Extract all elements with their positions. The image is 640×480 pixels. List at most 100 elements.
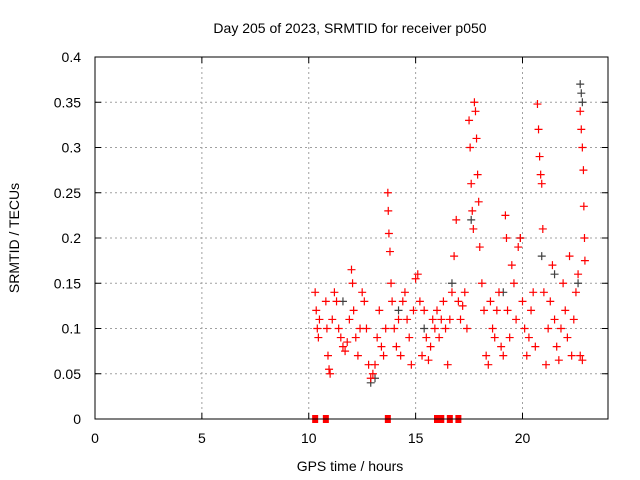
data-point — [460, 288, 469, 297]
data-point — [505, 333, 514, 342]
data-point — [563, 333, 572, 342]
data-point — [580, 234, 589, 242]
data-point — [313, 324, 322, 333]
data-point — [494, 288, 503, 297]
data-point — [467, 215, 476, 224]
data-points — [311, 80, 589, 423]
data-point — [473, 170, 482, 179]
y-axis-label: SRMTID / TECUs — [6, 183, 22, 293]
data-point — [323, 351, 332, 360]
data-point — [338, 342, 347, 351]
data-point — [539, 288, 548, 297]
data-point — [409, 306, 418, 315]
data-point — [454, 297, 463, 306]
data-point — [578, 143, 587, 152]
y-tick-label: 0.35 — [54, 94, 81, 110]
data-point — [447, 279, 456, 288]
data-point — [384, 229, 393, 238]
data-point — [466, 143, 475, 152]
data-point — [507, 261, 516, 270]
data-point — [385, 247, 394, 256]
data-point — [390, 324, 399, 333]
data-point — [576, 80, 585, 89]
data-point — [571, 288, 580, 297]
data-point — [405, 333, 414, 342]
data-point — [443, 360, 452, 369]
data-point — [441, 324, 450, 333]
data-point — [536, 170, 545, 179]
data-point — [516, 234, 525, 242]
data-point — [384, 206, 393, 215]
data-point — [387, 279, 396, 288]
data-point — [527, 306, 536, 315]
data-point — [579, 166, 588, 175]
data-point — [499, 351, 508, 360]
x-tick-label: 5 — [198, 430, 206, 446]
data-point — [484, 360, 493, 369]
data-point — [509, 279, 518, 288]
data-point — [456, 315, 465, 324]
data-point — [522, 351, 531, 360]
y-tick-label: 0 — [73, 411, 81, 427]
data-point — [428, 315, 437, 324]
y-tick-label: 0.1 — [62, 321, 82, 337]
data-point — [330, 288, 339, 297]
data-point — [472, 134, 481, 143]
data-point — [501, 211, 510, 220]
data-point — [576, 107, 585, 116]
data-point — [488, 324, 497, 333]
data-point — [546, 297, 555, 306]
axis-ticks: 0 5 10 15 20 0 0.05 0.1 0.15 0.2 0.25 0.3 0.35 0.4 — [54, 49, 608, 446]
data-point — [362, 324, 371, 333]
data-point — [415, 297, 424, 306]
data-point — [550, 315, 559, 324]
data-point — [548, 261, 557, 270]
data-point — [450, 252, 459, 261]
data-point — [503, 306, 512, 315]
data-point — [437, 315, 446, 324]
data-point — [468, 206, 477, 215]
data-point — [345, 315, 354, 324]
data-point — [559, 279, 568, 288]
data-point — [531, 342, 540, 351]
data-point — [470, 98, 479, 107]
x-axis-label: GPS time / hours — [297, 458, 404, 474]
data-point — [366, 374, 375, 383]
data-point — [360, 297, 369, 306]
data-point — [373, 333, 382, 342]
data-point — [424, 356, 433, 365]
data-point — [579, 202, 588, 211]
data-point — [351, 333, 360, 342]
data-point — [577, 89, 586, 98]
data-point — [312, 306, 321, 315]
data-point — [565, 252, 574, 261]
data-point — [353, 351, 362, 360]
data-point — [394, 315, 403, 324]
data-point — [392, 342, 401, 351]
data-point — [502, 234, 511, 242]
chart-title: Day 205 of 2023, SRMTID for receiver p05… — [213, 20, 486, 36]
data-point — [343, 338, 352, 347]
data-point — [576, 351, 585, 360]
data-point — [420, 306, 429, 315]
data-point — [542, 360, 551, 369]
data-point — [574, 279, 583, 288]
data-point — [439, 297, 448, 306]
data-point — [348, 279, 357, 288]
data-point — [325, 365, 334, 374]
data-point — [377, 342, 386, 351]
data-point — [328, 315, 337, 324]
data-point — [347, 265, 356, 274]
data-point — [529, 288, 538, 297]
data-point — [534, 125, 543, 134]
data-point — [518, 297, 527, 306]
y-tick-label: 0.25 — [54, 185, 81, 201]
data-point — [512, 315, 521, 324]
grid — [95, 57, 608, 419]
data-point — [467, 179, 476, 188]
data-point — [556, 324, 565, 333]
x-tick-label: 10 — [301, 430, 317, 446]
y-tick-label: 0.15 — [54, 275, 81, 291]
data-point — [422, 333, 431, 342]
data-point — [520, 324, 529, 333]
